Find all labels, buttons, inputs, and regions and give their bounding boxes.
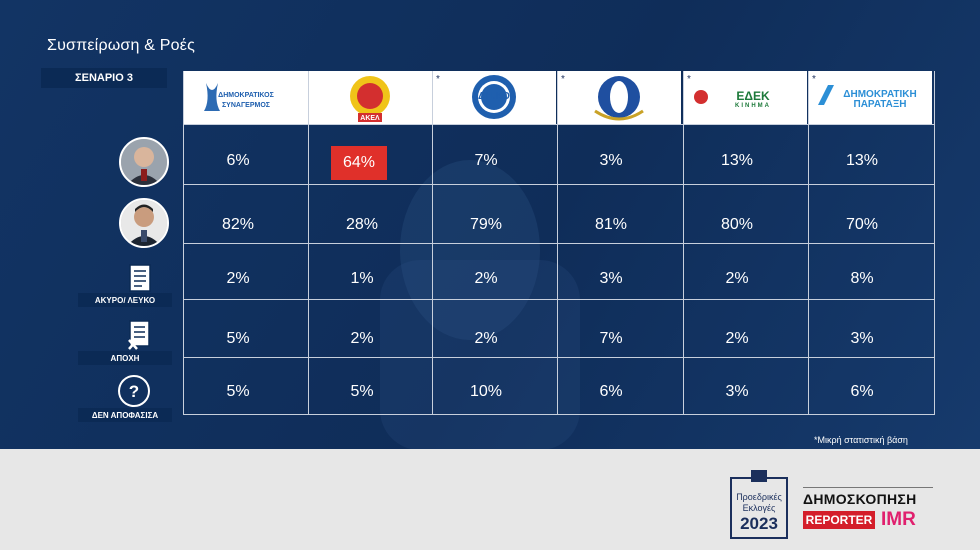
row-label-undecided: ΔΕΝ ΑΠΟΦΑΣΙΣΑ — [78, 408, 172, 422]
party-4-logo — [557, 71, 681, 124]
imr-logo: IMR — [881, 509, 916, 530]
value-cell: 7% — [599, 330, 623, 347]
badge-year: 2023 — [740, 514, 778, 533]
logo-text-line: ΚΙΝΗΜΑ — [735, 103, 771, 109]
value-cell: 80% — [720, 216, 754, 233]
value-cell: 79% — [469, 216, 503, 233]
value-cell: 82% — [221, 216, 255, 233]
value-cell: 2% — [474, 330, 498, 347]
value-cell: 5% — [226, 383, 250, 400]
column-divider — [934, 71, 935, 415]
column-divider — [683, 71, 684, 415]
election-badge: Προεδρικές Εκλογές 2023 — [727, 470, 791, 547]
small-sample-asterisk: * — [436, 74, 440, 85]
value-cell: 8% — [850, 270, 874, 287]
value-cell: 10% — [469, 383, 503, 400]
disy-logo: ΔΗΜΟΚΡΑΤΙΚΟΣ ΣΥΝΑΓΕΡΜΟΣ — [184, 71, 308, 124]
value-cell: 3% — [599, 270, 623, 287]
row-divider — [183, 184, 935, 185]
value-cell: 1% — [350, 270, 374, 287]
small-sample-asterisk: * — [687, 74, 691, 85]
diko-logo: ΔΗ.ΚΟ — [432, 71, 556, 124]
highlighted-value-cell: 64% — [331, 146, 387, 180]
row-divider — [183, 414, 935, 415]
candidate-1-avatar — [119, 137, 169, 187]
row-label-invalid: ΑΚΥΡΟ/ ΛΕΥΚΟ — [78, 293, 172, 307]
row-divider — [183, 243, 935, 244]
row-divider — [183, 124, 935, 125]
logo-text-line: ΔΗ.ΚΟ — [478, 91, 510, 102]
akel-logo: ΑΚΕΛ — [308, 71, 432, 124]
svg-text:?: ? — [129, 382, 139, 401]
row-divider — [183, 357, 935, 358]
row-divider — [183, 299, 935, 300]
edek-logo: ΕΔΕΚ ΚΙΝΗΜΑ — [683, 71, 807, 124]
logo-text-line: ΔΗΜΟΚΡΑΤΙΚΟΣ — [218, 92, 274, 99]
reporter-logo: REPORTER — [803, 511, 875, 529]
value-cell: 3% — [725, 383, 749, 400]
small-sample-asterisk: * — [812, 74, 816, 85]
badge-line-1: Προεδρικές — [736, 492, 782, 502]
candidate-2-avatar — [119, 198, 169, 248]
value-cell: 6% — [599, 383, 623, 400]
dipa-logo: ΔΗΜΟΚΡΑΤΙΚΗ ΠΑΡΑΤΑΞΗ — [808, 71, 932, 124]
logo-text-line: ΕΔΕΚ — [736, 89, 770, 103]
footer-divider — [803, 487, 933, 488]
poll-title: ΔΗΜΟΣΚΟΠΗΣΗ — [803, 491, 917, 507]
value-cell: 3% — [850, 330, 874, 347]
value-cell: 2% — [474, 270, 498, 287]
value-cell: 70% — [845, 216, 879, 233]
value-cell: 81% — [594, 216, 628, 233]
page-title: Συσπείρωση & Ροές — [47, 37, 195, 54]
value-cell: 7% — [474, 152, 498, 169]
value-cell: 5% — [350, 383, 374, 400]
value-cell: 13% — [845, 152, 879, 169]
question-mark-icon: ? — [117, 374, 151, 413]
column-divider — [183, 71, 184, 415]
ballot-document-icon — [129, 264, 151, 297]
value-cell: 2% — [725, 270, 749, 287]
row-label-abstention: ΑΠΟΧΗ — [78, 351, 172, 365]
logo-text-line: ΣΥΝΑΓΕΡΜΟΣ — [221, 102, 270, 109]
value-cell: 2% — [226, 270, 250, 287]
column-divider — [557, 71, 558, 415]
value-cell: 28% — [345, 216, 379, 233]
value-cell: 2% — [725, 330, 749, 347]
logo-text-line: ΑΚΕΛ — [360, 115, 380, 122]
logo-text-line: ΔΗΜΟΚΡΑΤΙΚΗ — [843, 89, 917, 100]
badge-line-2: Εκλογές — [742, 503, 776, 513]
value-cell: 3% — [599, 152, 623, 169]
column-divider — [432, 71, 433, 415]
value-cell: 6% — [850, 383, 874, 400]
background-figure — [380, 160, 580, 449]
value-cell: 5% — [226, 330, 250, 347]
logo-text-line: ΠΑΡΑΤΑΞΗ — [853, 99, 907, 110]
column-divider — [808, 71, 809, 415]
scenario-badge: ΣΕΝΑΡΙΟ 3 — [41, 68, 167, 88]
column-divider — [308, 71, 309, 415]
value-cell: 13% — [720, 152, 754, 169]
value-cell: 6% — [226, 152, 250, 169]
small-sample-asterisk: * — [561, 74, 565, 85]
small-sample-note: *Μικρή στατιστική βάση — [814, 435, 908, 445]
ballot-crossed-icon — [127, 320, 151, 355]
value-cell: 2% — [350, 330, 374, 347]
